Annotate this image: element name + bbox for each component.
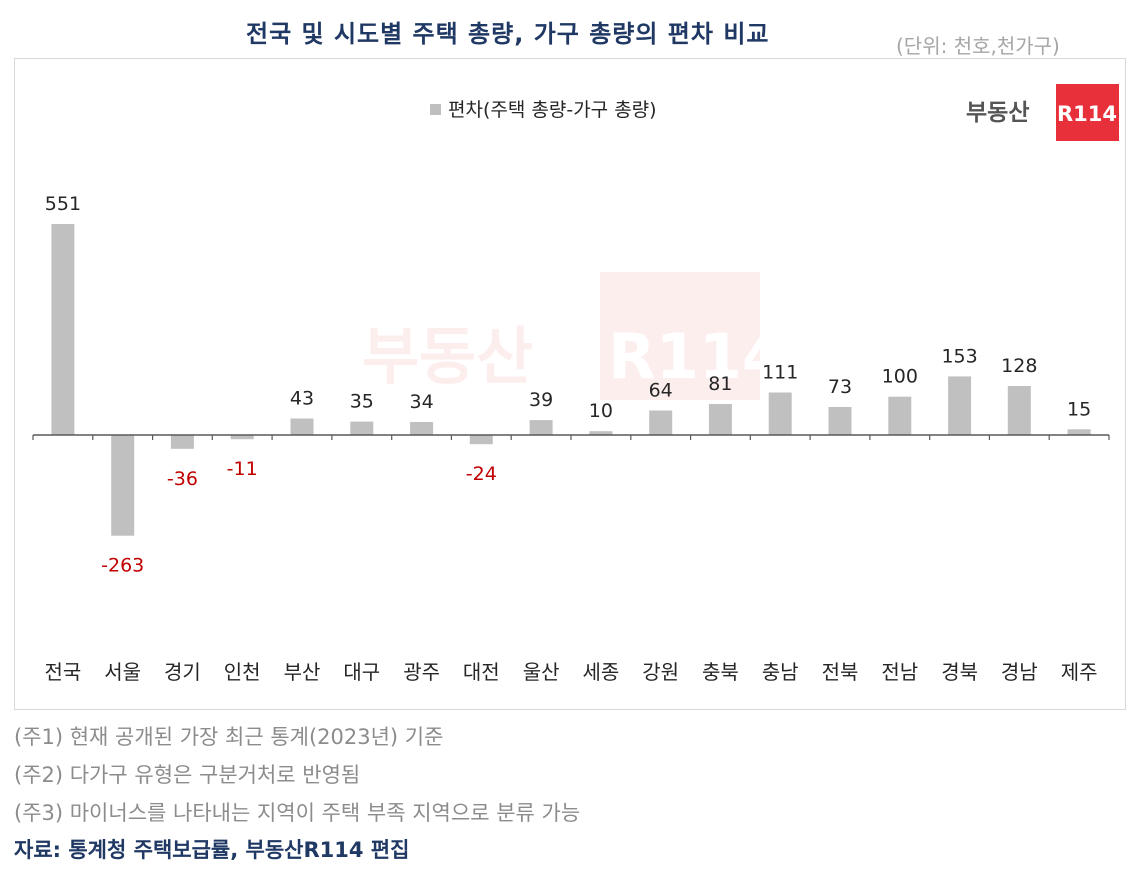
bar-13	[828, 407, 852, 435]
brand-logo-badge-text: R114	[1057, 102, 1117, 126]
data-label-9: 10	[589, 400, 613, 422]
bar-12	[768, 392, 792, 435]
category-label-5: 대구	[343, 660, 380, 684]
data-label-12: 111	[762, 362, 798, 384]
watermark-badge	[600, 272, 760, 400]
brand-logo: 부동산 R114	[966, 84, 1119, 141]
data-label-6: 34	[410, 391, 434, 413]
bar-2	[170, 435, 194, 449]
bar-15	[948, 376, 972, 435]
bar-16	[1007, 386, 1031, 435]
category-label-1: 서울	[104, 660, 141, 684]
legend-label: 편차(주택 총량-가구 총량)	[448, 99, 657, 121]
category-label-15: 경북	[941, 660, 978, 684]
bar-14	[888, 396, 912, 435]
watermark-text: 부동산	[362, 320, 533, 393]
footnote-3: (주3) 마이너스를 나타내는 지역이 주택 부족 지역으로 분류 가능	[14, 801, 581, 825]
bar-1	[111, 435, 135, 536]
data-label-1: -263	[101, 555, 144, 577]
watermark: 부동산 R114	[362, 272, 785, 400]
brand-logo-text: 부동산	[966, 100, 1029, 126]
category-label-8: 울산	[523, 660, 560, 684]
bar-6	[410, 422, 434, 435]
chart-frame	[14, 58, 1126, 710]
bar-10	[649, 410, 673, 435]
category-label-16: 경남	[1001, 660, 1038, 684]
data-label-4: 43	[290, 388, 314, 410]
bar-3	[230, 435, 254, 440]
category-label-13: 전북	[822, 660, 859, 684]
bar-7	[469, 435, 493, 445]
data-label-11: 81	[708, 373, 732, 395]
category-label-14: 전남	[881, 660, 918, 684]
category-label-12: 충남	[762, 660, 799, 684]
data-label-8: 39	[529, 389, 553, 411]
category-label-17: 제주	[1061, 660, 1098, 684]
data-label-5: 35	[350, 391, 374, 413]
data-label-17: 15	[1067, 398, 1091, 420]
source-line: 자료: 통계청 주택보급률, 부동산R114 편집	[14, 838, 410, 862]
watermark-badge-text: R114	[608, 320, 785, 393]
bar-17	[1067, 429, 1091, 435]
category-label-6: 광주	[403, 660, 440, 684]
legend-swatch	[430, 104, 441, 115]
data-label-14: 100	[882, 366, 918, 388]
footnotes: (주1) 현재 공개된 가장 최근 통계(2023년) 기준 (주2) 다가구 …	[14, 718, 580, 868]
data-label-16: 128	[1001, 355, 1037, 377]
data-label-0: 551	[45, 193, 81, 215]
bar-0	[51, 224, 75, 435]
category-label-10: 강원	[642, 660, 679, 684]
legend: 편차(주택 총량-가구 총량)	[430, 99, 657, 121]
brand-logo-badge	[1056, 84, 1119, 141]
bar-11	[708, 404, 732, 435]
bar-9	[589, 431, 613, 435]
footnote-1: (주1) 현재 공개된 가장 최근 통계(2023년) 기준	[14, 725, 444, 749]
data-label-10: 64	[649, 380, 673, 402]
data-label-7: -24	[466, 463, 497, 485]
data-label-13: 73	[828, 376, 852, 398]
category-label-11: 충북	[702, 660, 739, 684]
category-label-4: 부산	[284, 660, 321, 684]
data-label-2: -36	[167, 468, 198, 490]
footnote-2: (주2) 다가구 유형은 구분거처로 반영됨	[14, 763, 361, 787]
category-label-9: 세종	[582, 660, 619, 684]
bar-4	[290, 418, 314, 435]
chart-title: 전국 및 시도별 주택 총량, 가구 총량의 편차 비교	[246, 20, 770, 48]
bar-5	[350, 421, 374, 435]
category-label-3: 인천	[224, 660, 261, 684]
bar-8	[529, 420, 553, 435]
data-label-3: -11	[227, 458, 258, 480]
unit-label: (단위: 천호,천가구)	[896, 34, 1060, 58]
category-label-2: 경기	[164, 660, 201, 684]
category-label-7: 대전	[463, 660, 500, 684]
plot-area: 551 전국 -263 서울 -36 경기 -11 인천 43 부산 35 대구 34 광주 -24 대전 39…	[32, 193, 1110, 684]
category-label-0: 전국	[44, 660, 81, 684]
data-label-15: 153	[941, 345, 977, 367]
